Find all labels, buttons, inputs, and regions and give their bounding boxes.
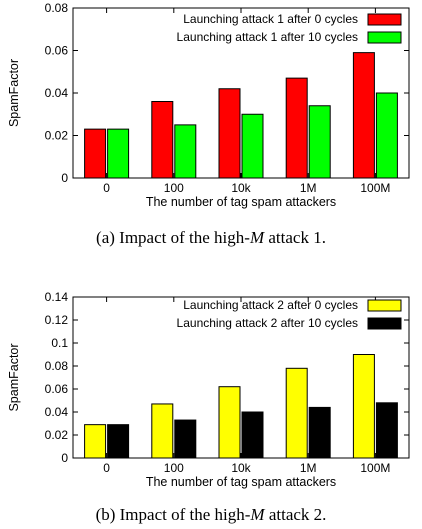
chart-1-bar-s2-0 — [107, 128, 130, 179]
chart-1-x-axis-label: The number of tag spam attackers — [146, 195, 336, 209]
chart-2-caption-math: M — [249, 505, 265, 524]
chart-2-y-tick-label: 0.08 — [45, 359, 69, 373]
chart-2-y-tick-label: 0.1 — [51, 336, 68, 350]
chart-1-bar-s1-10k — [218, 88, 241, 179]
chart-1-caption-math: M — [249, 228, 265, 247]
chart-2-legend-label-1: Launching attack 2 after 0 cycles — [183, 298, 358, 312]
chart-2-bar-s2-10k — [241, 411, 264, 459]
chart-2-bar-s2-100M — [375, 402, 398, 459]
chart-2-bar-s1-100 — [151, 403, 174, 459]
chart-2-y-axis-label: SpamFactor — [7, 343, 21, 411]
chart-1-bar-s2-100 — [174, 124, 197, 179]
chart-1-caption-suffix: attack 1. — [264, 228, 326, 247]
chart-1-y-tick-label: 0.04 — [45, 86, 69, 100]
chart-1-y-axis-label: SpamFactor — [7, 59, 21, 127]
chart-1-bar-s1-1M — [285, 77, 308, 179]
chart-1-x-tick-label: 10k — [231, 181, 251, 195]
chart-1-bar-s2-1M — [308, 105, 331, 179]
chart-2-y-tick-label: 0.04 — [45, 405, 69, 419]
chart-1-bar-s1-0 — [84, 128, 107, 179]
chart-1-caption-prefix: (a) Impact of the high- — [96, 228, 250, 247]
chart-2-caption-prefix: (b) Impact of the high- — [96, 505, 251, 524]
chart-2-bar-s1-1M — [285, 367, 308, 459]
chart-2-legend-label-2: Launching attack 2 after 10 cycles — [177, 316, 358, 330]
chart-2-bar-s1-0 — [84, 424, 107, 459]
chart-1-x-tick-label: 1M — [300, 181, 317, 195]
chart-2-x-tick-label: 100 — [164, 461, 184, 475]
chart-1-x-tick-label: 0 — [103, 181, 110, 195]
chart-2-y-tick-label: 0.14 — [45, 290, 69, 304]
chart-1-y-tick-label: 0 — [61, 171, 68, 185]
chart-1-bar-s2-100M — [375, 92, 398, 179]
chart-2-x-axis-label: The number of tag spam attackers — [146, 475, 336, 489]
chart-2-bar-s2-1M — [308, 406, 331, 459]
chart-1-x-tick-label: 100M — [360, 181, 390, 195]
chart-2-y-tick-label: 0 — [61, 451, 68, 465]
chart-1-y-tick-label: 0.06 — [45, 44, 69, 58]
chart-2-y-tick-label: 0.12 — [45, 313, 69, 327]
chart-2-bar-s2-100 — [174, 419, 197, 459]
chart-2-legend-swatch-1 — [367, 299, 402, 312]
chart-1-legend-label-1: Launching attack 1 after 0 cycles — [183, 12, 358, 26]
chart-1-legend-swatch-1 — [367, 13, 402, 26]
chart-2-bar-s2-0 — [107, 424, 130, 459]
chart-1-legend-label-2: Launching attack 1 after 10 cycles — [177, 30, 358, 44]
chart-2-caption-suffix: attack 2. — [265, 505, 327, 524]
chart-1-bar-s1-100 — [151, 101, 174, 179]
chart-1-bar-s1-100M — [352, 52, 375, 179]
chart-2-x-tick-label: 100M — [360, 461, 390, 475]
chart-2-caption: (b) Impact of the high-M attack 2. — [96, 505, 327, 524]
chart-2-y-tick-label: 0.02 — [45, 428, 69, 442]
chart-1-caption: (a) Impact of the high-M attack 1. — [96, 228, 326, 247]
chart-2-x-tick-label: 1M — [300, 461, 317, 475]
chart-2-x-tick-label: 10k — [231, 461, 251, 475]
chart-2-y-tick-label: 0.06 — [45, 382, 69, 396]
chart-1-legend-swatch-2 — [367, 31, 402, 44]
chart-1-x-tick-label: 100 — [164, 181, 184, 195]
chart-1-bar-s2-10k — [241, 113, 264, 179]
chart-2-bar-s1-100M — [352, 354, 375, 459]
chart-2-bar-s1-10k — [218, 386, 241, 459]
chart-1-y-tick-label: 0.02 — [45, 129, 69, 143]
chart-1-y-tick-label: 0.08 — [45, 1, 69, 15]
chart-2-legend-swatch-2 — [367, 317, 402, 330]
chart-2-x-tick-label: 0 — [103, 461, 110, 475]
